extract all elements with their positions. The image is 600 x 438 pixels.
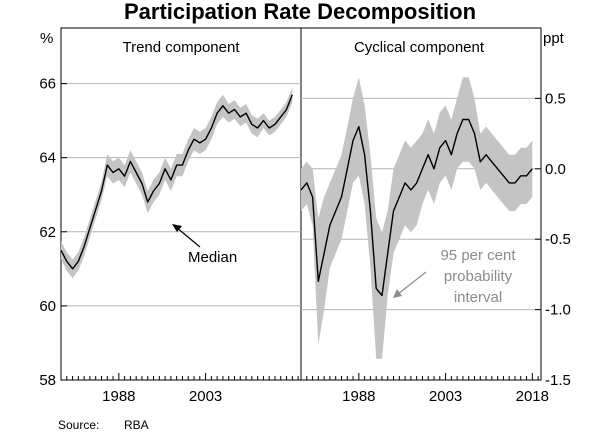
cyclical-x-tick-label: 1988 [342,388,375,405]
cyclical-median-line [300,118,533,297]
cyclical-panel-series [300,77,533,359]
cyclical-y-tick-label: 0.5 [545,90,566,107]
interval-label-line-2: probability [444,268,513,285]
cyclical-y-tick-label: -1.0 [545,302,571,319]
trend-y-tick-label: 62 [39,224,56,241]
trend-x-tick-label: 1988 [102,388,135,405]
interval-label-line-1: 95 per cent [440,247,516,264]
trend-x-tick-label: 2003 [189,388,222,405]
trend-y-tick-label: 58 [39,372,56,389]
cyclical-x-tick-label: 2003 [429,388,462,405]
cyclical-y-tick-label: 0.0 [545,161,566,178]
cyclical-panel-title: Cyclical component [354,39,485,56]
trend-y-tick-label: 60 [39,298,56,315]
trend-y-tick-label: 66 [39,76,56,93]
trend-panel-title: Trend component [122,39,240,56]
cyclical-probability-band [301,77,533,359]
cyclical-x-tick-label: 2018 [516,388,549,405]
source-label: Source: [58,418,99,432]
right-axis-unit: ppt [543,30,565,47]
axis-ticks: 58 60 62 64 66 1988 2003 -1.5 -1.0 -0.5 0.0 0.5 1988… [39,76,571,405]
interval-arrowhead [393,289,402,298]
chart-title: Participation Rate Decomposition [124,0,476,24]
trend-panel-series [60,87,293,279]
interval-arrow [397,271,427,295]
cyclical-y-tick-label: -1.5 [545,372,571,389]
trend-median-line [60,94,293,270]
interval-label-line-3: interval [454,289,502,306]
median-arrowhead [172,224,182,232]
median-label: Median [188,249,237,266]
cyclical-y-tick-label: -0.5 [545,231,571,248]
left-axis-unit: % [40,30,53,47]
trend-y-tick-label: 64 [39,150,56,167]
median-arrow [175,226,201,248]
source-value: RBA [124,418,149,432]
trend-probability-band [61,87,293,279]
